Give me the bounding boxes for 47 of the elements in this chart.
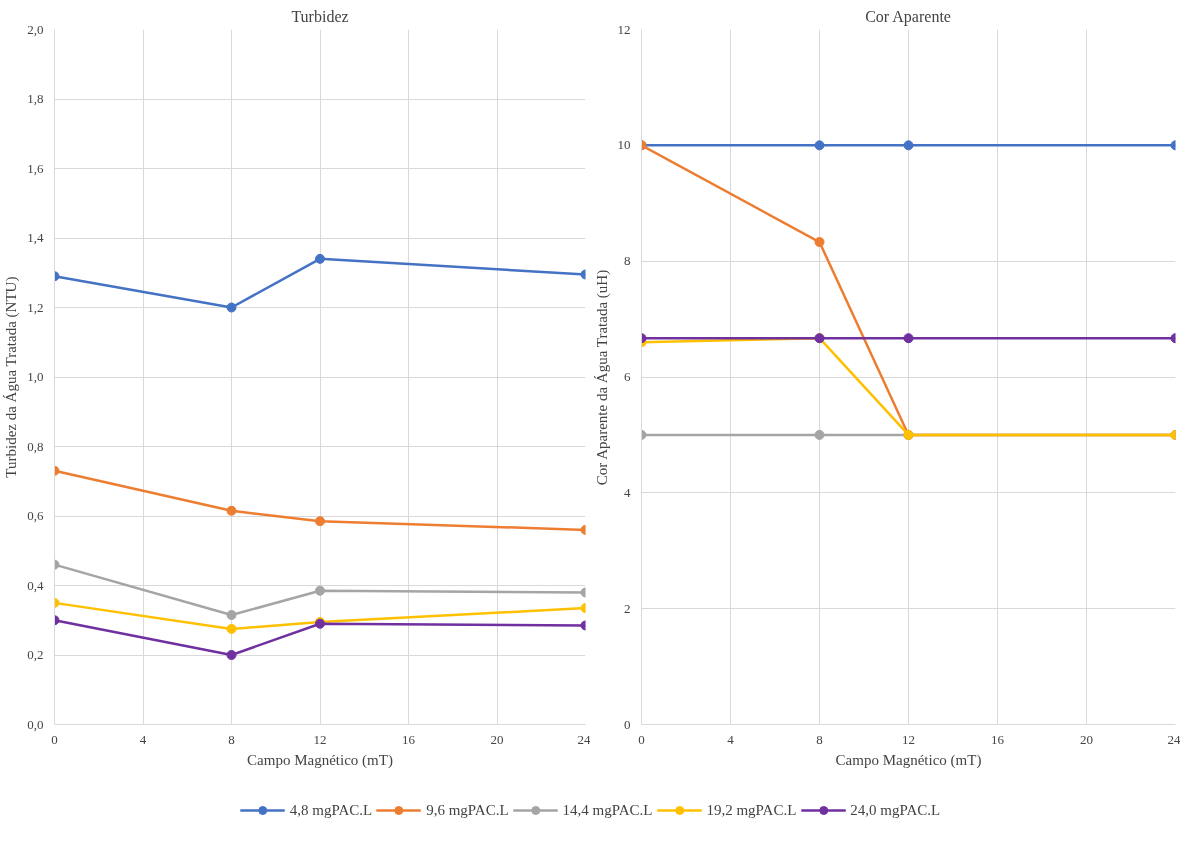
point — [315, 585, 325, 596]
x-tick-label: 8 — [816, 731, 823, 747]
y-axis-title: Cor Aparente da Água Tratada (uH) — [593, 269, 611, 486]
x-axis-title: Campo Magnético (mT) — [835, 751, 982, 769]
x-tick-label: 20 — [1080, 731, 1093, 747]
y-axis-title: Turbidez da Água Tratada (NTU) — [3, 276, 21, 478]
y-tick-label: 10 — [617, 137, 631, 153]
x-tick-label: 20 — [490, 731, 504, 747]
x-tick-label: 24 — [577, 731, 591, 747]
point — [814, 237, 825, 248]
y-tick-label: 12 — [617, 21, 631, 37]
y-tick-label: 6 — [624, 369, 631, 384]
x-tick-label: 0 — [638, 731, 645, 747]
legend-label: 24,0 mgPAC.L — [850, 801, 941, 819]
x-tick-label: 4 — [139, 731, 147, 747]
x-tick-label: 12 — [313, 731, 327, 747]
point — [315, 253, 325, 264]
legend-label: 14,4 mgPAC.L — [562, 801, 653, 819]
x-tick-label: 24 — [1167, 731, 1181, 747]
point — [315, 516, 325, 527]
legend-label: 9,6 mgPAC.L — [426, 801, 509, 819]
x-tick-label: 12 — [902, 731, 915, 747]
y-tick-label: 0,6 — [27, 508, 44, 523]
x-tick-label: 16 — [402, 731, 416, 747]
y-tick-label: 0,8 — [27, 438, 44, 454]
chart-title: Cor Aparente — [865, 7, 951, 26]
y-tick-label: 1,8 — [27, 91, 44, 106]
y-tick-label: 8 — [624, 253, 631, 269]
y-tick-label: 1,2 — [27, 299, 44, 315]
y-tick-label: 1,6 — [27, 160, 44, 176]
x-tick-label: 16 — [991, 731, 1005, 747]
y-tick-label: 0 — [624, 716, 631, 732]
y-tick-label: 0,0 — [27, 716, 44, 732]
y-tick-label: 4 — [624, 484, 631, 500]
y-tick-label: 2 — [624, 600, 631, 616]
x-tick-label: 4 — [727, 731, 735, 747]
x-tick-label: 0 — [51, 731, 58, 747]
legend-label: 4,8 mgPAC.L — [289, 801, 373, 819]
y-tick-label: 2,0 — [27, 21, 44, 37]
x-axis-title: Campo Magnético (mT) — [247, 751, 393, 769]
y-tick-label: 1,4 — [27, 230, 44, 245]
y-tick-label: 0,4 — [27, 577, 44, 593]
y-tick-label: 0,2 — [27, 647, 44, 662]
x-tick-label: 8 — [228, 731, 235, 747]
chart-title: Turbidez — [291, 7, 349, 25]
legend-label: 19,2 mgPAC.L — [706, 801, 797, 819]
y-tick-label: 1,0 — [27, 369, 44, 384]
